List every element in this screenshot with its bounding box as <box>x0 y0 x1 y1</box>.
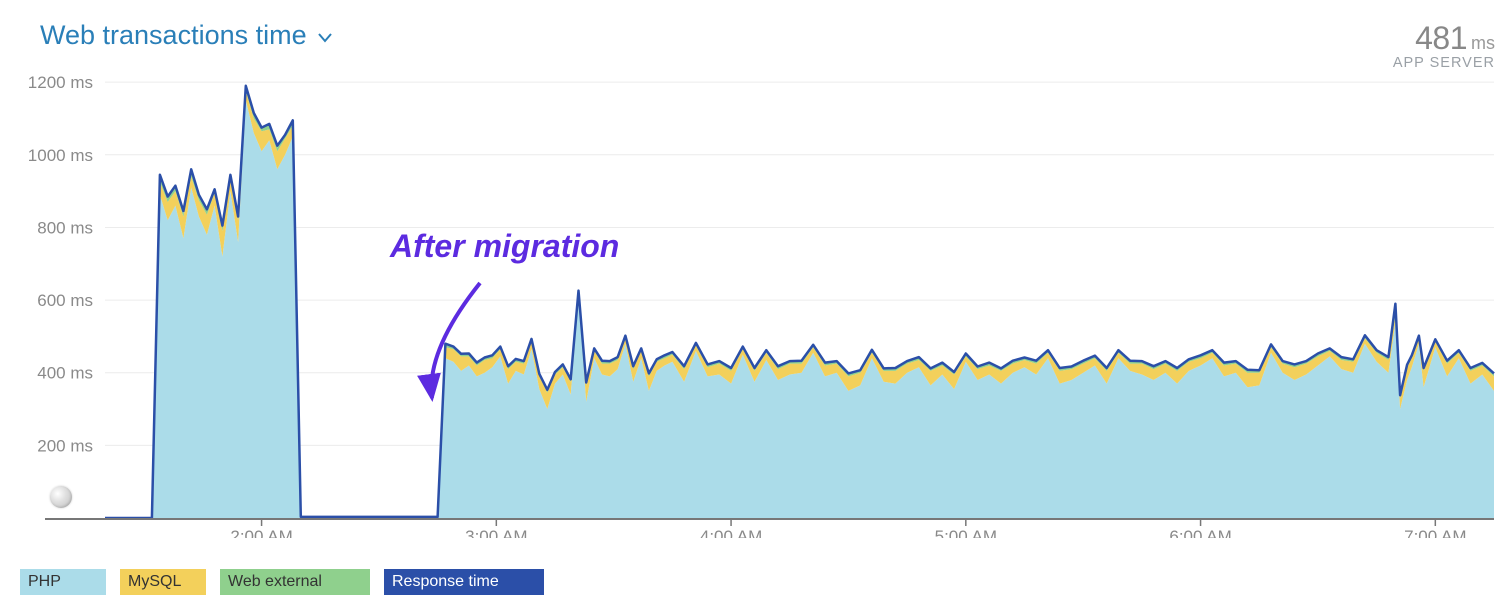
loading-spinner-icon <box>50 486 72 508</box>
legend-swatch: PHP <box>20 569 106 595</box>
svg-text:7:00 AM: 7:00 AM <box>1404 527 1466 538</box>
legend-item[interactable]: PHP <box>20 569 106 595</box>
legend-item[interactable]: Response time <box>384 569 544 595</box>
chevron-down-icon <box>317 20 333 51</box>
metric-value: 481 <box>1415 20 1467 56</box>
chart-legend: PHP MySQL Web external Response time <box>20 569 558 595</box>
svg-text:4:00 AM: 4:00 AM <box>700 527 762 538</box>
svg-text:400 ms: 400 ms <box>37 364 93 383</box>
svg-text:5:00 AM: 5:00 AM <box>935 527 997 538</box>
svg-text:800 ms: 800 ms <box>37 218 93 237</box>
svg-text:1200 ms: 1200 ms <box>28 73 93 92</box>
chart-title-dropdown[interactable]: Web transactions time <box>40 20 333 51</box>
svg-text:600 ms: 600 ms <box>37 291 93 310</box>
legend-swatch: Response time <box>384 569 544 595</box>
legend-item[interactable]: MySQL <box>120 569 206 595</box>
chart-header: Web transactions time 481ms APP SERVER <box>40 20 1500 60</box>
svg-text:3:00 AM: 3:00 AM <box>465 527 527 538</box>
svg-text:200 ms: 200 ms <box>37 436 93 455</box>
chart-svg: 200 ms 400 ms 600 ms 800 ms 1000 ms 1200 ms 2:… <box>20 58 1498 538</box>
svg-text:6:00 AM: 6:00 AM <box>1169 527 1231 538</box>
chart-plot[interactable]: 200 ms 400 ms 600 ms 800 ms 1000 ms 1200 ms 2:… <box>20 58 1498 538</box>
legend-item[interactable]: Web external <box>220 569 370 595</box>
metric-unit: ms <box>1471 33 1495 53</box>
annotation-label: After migration <box>390 228 619 265</box>
legend-swatch: Web external <box>220 569 370 595</box>
chart-title-text: Web transactions time <box>40 20 307 51</box>
svg-text:1000 ms: 1000 ms <box>28 146 93 165</box>
svg-text:2:00 AM: 2:00 AM <box>230 527 292 538</box>
legend-swatch: MySQL <box>120 569 206 595</box>
